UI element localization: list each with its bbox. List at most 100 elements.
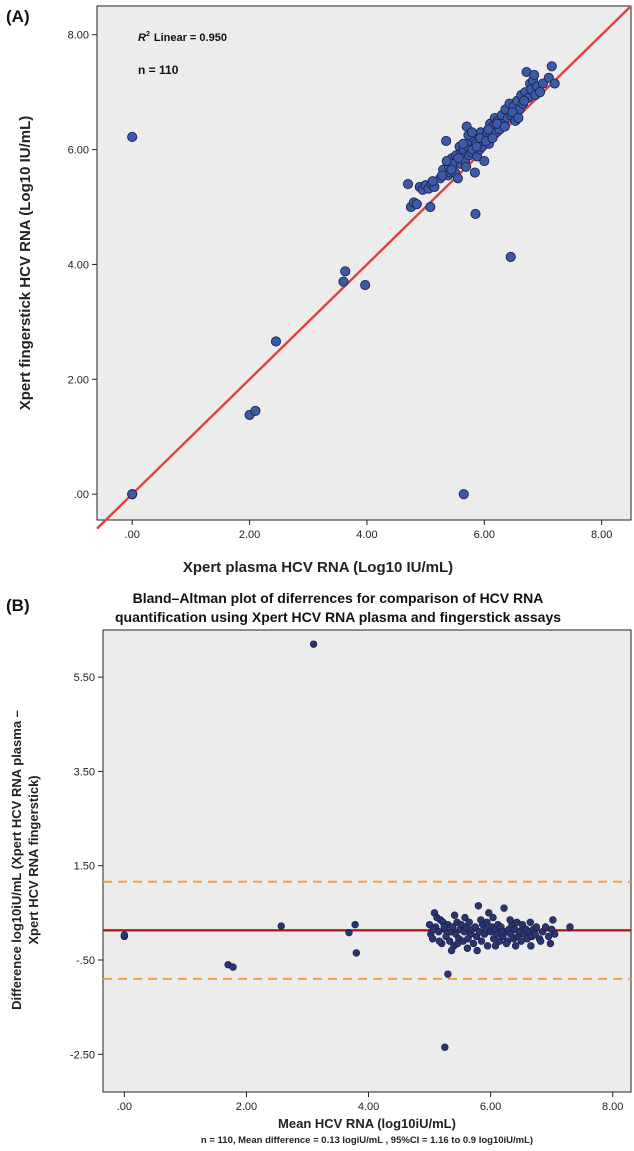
difference-point — [497, 928, 506, 936]
scatter-point — [534, 87, 546, 98]
panel-b-plot-area — [102, 629, 632, 1093]
difference-point — [447, 946, 456, 955]
scatter-point — [453, 153, 464, 164]
difference-point — [544, 932, 553, 941]
difference-point — [518, 920, 527, 929]
difference-point — [506, 916, 514, 924]
difference-point — [465, 918, 473, 926]
difference-point — [441, 1043, 449, 1051]
difference-point — [532, 923, 541, 931]
difference-point — [483, 918, 491, 926]
panel-b: (B) Bland–Altman plot of diferrences for… — [6, 590, 632, 1146]
difference-point — [444, 970, 452, 978]
scatter-point — [270, 336, 282, 347]
scatter-point — [458, 138, 469, 149]
panel-b-footnote: n = 110, Mean difference = 0.13 logiU/mL… — [201, 1135, 533, 1146]
scatter-point — [471, 141, 482, 152]
scatter-point — [529, 69, 540, 80]
scatter-point — [411, 199, 422, 210]
scatter-point — [340, 266, 351, 277]
panel-b-y-tick-label: -.50 — [76, 955, 95, 967]
panel-b-y-axis-title-line-2: Xpert HCV RNA fingerstick) — [26, 775, 41, 944]
scatter-point — [458, 489, 469, 500]
scatter-point — [427, 176, 438, 187]
difference-point — [450, 911, 459, 919]
panel-a-x-tick-label: 2.00 — [239, 529, 260, 541]
difference-point — [549, 916, 557, 924]
r2-value: Linear = 0.950 — [154, 32, 227, 44]
panel-b-y-axis-title-line-1: Difference log10iU/mL (Xpert HCV RNA pla… — [9, 710, 24, 1010]
panel-a-y-axis-title: Xpert fingerstick HCV RNA (Log10 IU/mL) — [17, 116, 34, 410]
panel-b-title-line-2: quantification using Xpert HCV RNA plasm… — [115, 609, 561, 625]
scatter-point — [446, 164, 457, 175]
difference-point — [541, 923, 550, 931]
difference-point — [449, 923, 457, 931]
scatter-point — [546, 61, 557, 72]
panel-b-x-tick-label: 6.00 — [480, 1101, 501, 1113]
panel-a-points — [127, 61, 560, 500]
difference-point — [352, 949, 361, 957]
difference-point — [473, 946, 481, 955]
r2-symbol: R — [138, 32, 146, 44]
scatter-point — [436, 170, 448, 181]
difference-point — [351, 920, 359, 929]
panel-a-y-tick-label: 4.00 — [68, 259, 89, 271]
difference-point — [517, 937, 525, 945]
difference-point — [485, 909, 493, 917]
scatter-point — [461, 161, 472, 172]
difference-point — [345, 928, 353, 937]
scatter-point — [470, 208, 481, 219]
panel-b-x-tick-label: 4.00 — [358, 1101, 379, 1113]
difference-point — [536, 937, 545, 945]
difference-point — [429, 925, 437, 934]
panel-b-y-tick-label: 5.50 — [74, 672, 95, 684]
scatter-point — [487, 133, 498, 144]
difference-point — [477, 916, 485, 924]
difference-point — [461, 913, 469, 922]
panel-a-n-annotation: n = 110 — [138, 63, 179, 77]
difference-point — [550, 930, 559, 938]
panel-b-y-tick-label: 3.50 — [74, 766, 95, 778]
panel-b-y-tick-label: -2.50 — [70, 1049, 95, 1061]
difference-point — [471, 923, 480, 931]
panel-b-x-tick-label: 8.00 — [602, 1101, 623, 1113]
panel-b-ticks: .00 2.00 4.00 6.00 8.00 -2.50 -.50 1.50 3.50 5.50 — [70, 672, 623, 1113]
difference-point — [502, 939, 511, 948]
panel-a-y-tick-label: 6.00 — [68, 145, 89, 157]
scatter-point — [505, 251, 516, 263]
scatter-point — [402, 178, 414, 190]
difference-point — [440, 923, 448, 931]
scatter-point — [127, 131, 138, 142]
panel-b-x-axis-title: Mean HCV RNA (log10iU/mL) — [278, 1116, 456, 1131]
difference-point — [546, 939, 555, 948]
panel-b-title-line-1: Bland–Altman plot of diferrences for com… — [133, 590, 544, 606]
scatter-point — [469, 167, 480, 178]
scatter-point — [441, 156, 452, 167]
panel-b-x-tick-label: 2.00 — [236, 1101, 257, 1113]
difference-point — [477, 937, 486, 945]
panel-b-points — [120, 640, 574, 1051]
scatter-point — [452, 173, 463, 184]
difference-point — [531, 930, 539, 938]
panel-a-x-axis-title: Xpert plasma HCV RNA (Log10 IU/mL) — [183, 559, 453, 576]
difference-point — [435, 937, 444, 945]
panel-a-r2-annotation: R2 Linear = 0.950 — [138, 31, 227, 44]
scatter-point — [250, 405, 261, 416]
panel-a-y-tick-label: .00 — [74, 489, 89, 501]
difference-point — [120, 931, 129, 939]
scatter-point — [479, 156, 490, 167]
difference-point — [500, 904, 508, 912]
difference-point — [309, 640, 318, 648]
panel-a-y-tick-label: 8.00 — [68, 30, 89, 42]
panel-a-label: (A) — [6, 7, 30, 26]
difference-point — [511, 942, 520, 950]
difference-point — [453, 939, 462, 948]
panel-a-x-tick-label: 4.00 — [356, 529, 377, 541]
panel-a: (A) .00 2.00 4.00 6.00 8.00 .00 2.00 4.00 6.00 8.… — [6, 5, 632, 576]
scatter-point — [441, 135, 452, 147]
panel-a-y-tick-label: 2.00 — [68, 374, 89, 386]
scatter-point — [513, 112, 524, 124]
scatter-point — [425, 201, 436, 213]
scatter-point — [360, 280, 371, 291]
